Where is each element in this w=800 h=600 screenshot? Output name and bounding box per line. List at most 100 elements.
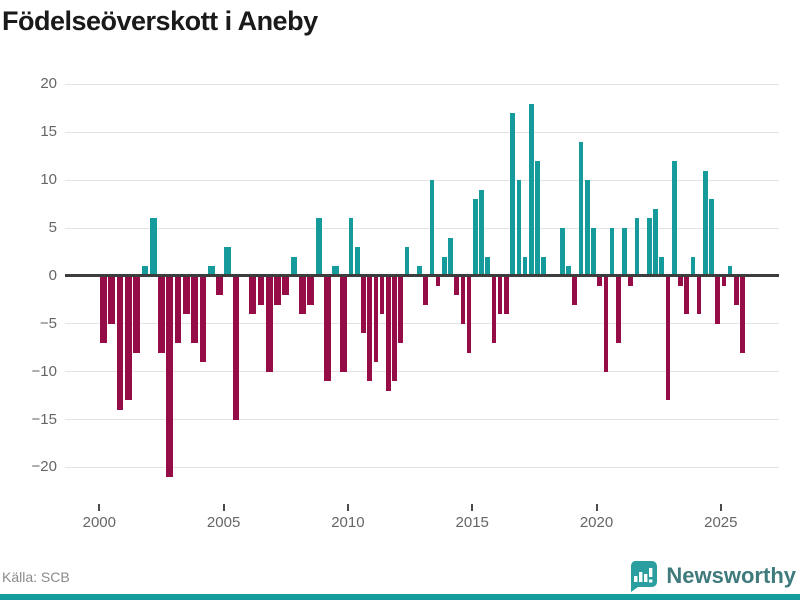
bar-negative — [435, 275, 441, 286]
bar-positive — [348, 218, 354, 276]
bar-negative — [497, 275, 503, 315]
bar-positive — [634, 218, 640, 276]
bar-positive — [141, 266, 149, 276]
bar-negative — [340, 275, 348, 372]
bar-positive — [207, 266, 215, 276]
x-axis-tick — [595, 504, 598, 511]
bar-negative — [232, 275, 240, 420]
bar-negative — [572, 275, 578, 305]
bar-positive — [671, 161, 677, 276]
bar-positive — [404, 247, 410, 276]
bar-negative — [133, 275, 140, 353]
zero-axis-line — [65, 274, 779, 278]
bar-positive — [224, 247, 232, 276]
bar-positive — [429, 180, 435, 276]
bar-positive — [535, 161, 540, 276]
x-axis-tick — [98, 504, 101, 511]
x-axis-label: 2000 — [82, 514, 116, 531]
x-axis-label: 2025 — [704, 514, 738, 531]
x-axis-label: 2010 — [331, 514, 365, 531]
bar-negative — [191, 275, 198, 343]
bar-negative — [274, 275, 281, 305]
bar-negative — [696, 275, 702, 315]
x-axis-tick — [719, 504, 722, 511]
source-note: Källa: SCB — [2, 569, 70, 585]
bar-positive — [417, 266, 422, 276]
bar-negative — [715, 275, 721, 324]
bar-negative — [628, 275, 633, 286]
bar-negative — [734, 275, 739, 305]
y-gridline — [65, 419, 779, 421]
y-axis-label: −5 — [39, 314, 57, 332]
bar-positive — [485, 256, 491, 276]
bar-positive — [522, 256, 528, 276]
bar-positive — [332, 266, 339, 276]
y-axis-label: 15 — [40, 123, 57, 141]
bar-negative — [199, 275, 207, 363]
bar-negative — [597, 275, 602, 286]
bar-positive — [727, 266, 733, 276]
bar-positive — [290, 256, 298, 276]
y-axis-label: 5 — [48, 219, 57, 237]
bar-negative — [379, 275, 385, 315]
bar-positive — [566, 266, 571, 276]
bar-positive — [578, 141, 584, 276]
bar-positive — [622, 228, 627, 276]
page-title: Födelseöverskott i Aneby — [2, 6, 318, 36]
bar-negative — [684, 275, 689, 315]
y-axis-label: −20 — [31, 458, 57, 476]
newsworthy-logo-icon — [626, 560, 658, 592]
bar-negative — [108, 275, 116, 324]
bar-negative — [249, 275, 256, 315]
bar-positive — [149, 218, 157, 276]
y-axis-label: 20 — [40, 75, 57, 93]
bar-negative — [386, 275, 391, 391]
bar-positive — [510, 113, 515, 276]
bar-positive — [441, 256, 447, 276]
x-axis-label: 2005 — [206, 514, 241, 531]
x-axis-label: 2020 — [579, 514, 614, 531]
y-gridline — [65, 323, 779, 325]
bar-positive — [659, 256, 665, 276]
bar-negative — [665, 275, 671, 401]
x-axis-label: 2015 — [455, 514, 489, 531]
bar-negative — [257, 275, 265, 305]
bar-negative — [182, 275, 190, 315]
bar-positive — [709, 199, 714, 276]
bar-negative — [615, 275, 621, 343]
y-axis-label: −10 — [31, 362, 57, 380]
bar-negative — [466, 275, 472, 353]
x-axis-tick — [222, 504, 225, 511]
bar-negative — [282, 275, 290, 296]
bar-positive — [528, 103, 534, 276]
bar-negative — [504, 275, 509, 315]
bar-negative — [100, 275, 107, 343]
x-axis-tick — [471, 504, 474, 511]
bottom-accent-strip — [0, 594, 800, 600]
y-gridline — [65, 131, 779, 133]
y-axis-label: 10 — [40, 171, 57, 189]
bar-positive — [516, 180, 522, 276]
bar-negative — [423, 275, 428, 305]
bar-negative — [116, 275, 124, 410]
y-gridline — [65, 179, 779, 181]
bar-positive — [354, 247, 360, 276]
bar-negative — [740, 275, 745, 353]
bar-negative — [721, 275, 727, 286]
bar-positive — [591, 228, 596, 276]
bar-negative — [174, 275, 182, 343]
newsworthy-logo-text: Newsworthy — [666, 563, 796, 588]
y-gridline — [65, 83, 779, 85]
bar-positive — [448, 237, 453, 276]
bar-negative — [124, 275, 132, 401]
bar-negative — [491, 275, 497, 343]
bar-positive — [702, 170, 708, 276]
bar-negative — [158, 275, 165, 353]
bar-negative — [398, 275, 404, 343]
bar-negative — [216, 275, 223, 296]
bar-negative — [307, 275, 314, 305]
bar-negative — [323, 275, 331, 382]
bar-negative — [361, 275, 366, 334]
